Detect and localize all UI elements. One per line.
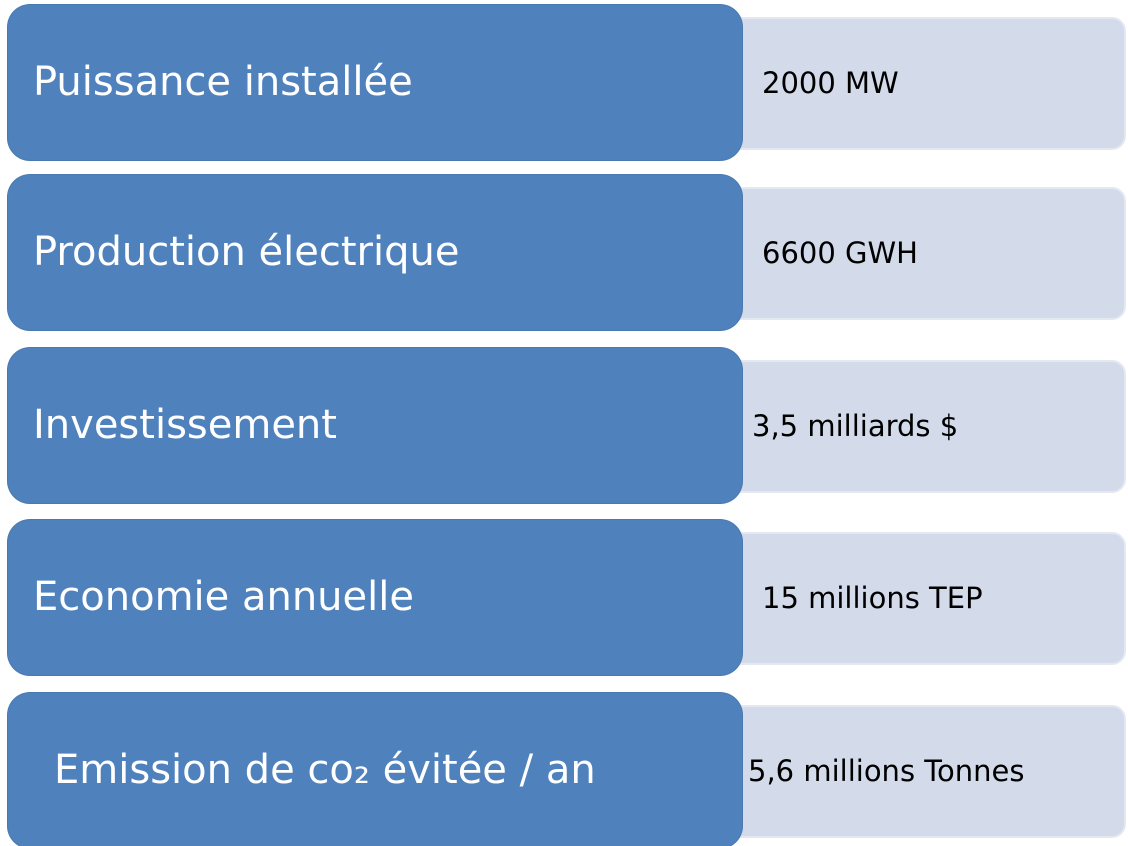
item-row: 15 millions TEP Economie annuelle (0, 520, 1128, 675)
value-box: 5,6 millions Tonnes (728, 705, 1126, 838)
label-box: Economie annuelle (8, 520, 742, 675)
item-value: 3,5 milliards $ (752, 409, 959, 443)
item-label: Economie annuelle (33, 574, 414, 620)
item-label: Emission de co₂ évitée / an (54, 747, 596, 793)
item-value: 6600 GWH (762, 236, 918, 270)
item-value: 5,6 millions Tonnes (748, 754, 1025, 788)
label-box: Puissance installée (8, 5, 742, 160)
item-row: 5,6 millions Tonnes Emission de co₂ évité… (0, 693, 1128, 846)
label-box: Investissement (8, 348, 742, 503)
label-box: Production électrique (8, 175, 742, 330)
item-label: Investissement (33, 402, 337, 448)
item-value: 15 millions TEP (762, 581, 983, 615)
value-box: 2000 MW (728, 17, 1126, 150)
label-box: Emission de co₂ évitée / an (8, 693, 742, 846)
value-box: 3,5 milliards $ (728, 360, 1126, 493)
item-value: 2000 MW (762, 66, 899, 100)
item-row: 6600 GWH Production électrique (0, 175, 1128, 330)
item-label: Production électrique (33, 229, 460, 275)
item-row: 3,5 milliards $ Investissement (0, 348, 1128, 503)
item-row: 2000 MW Puissance installée (0, 5, 1128, 160)
value-box: 6600 GWH (728, 187, 1126, 320)
item-label: Puissance installée (33, 59, 413, 105)
value-box: 15 millions TEP (728, 532, 1126, 665)
